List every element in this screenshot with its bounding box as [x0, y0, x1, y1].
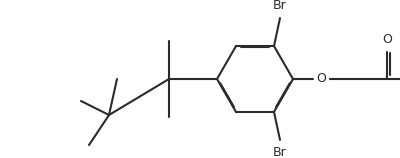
Text: O: O [382, 33, 392, 46]
Text: Br: Br [273, 0, 287, 12]
Text: Br: Br [273, 146, 287, 158]
Text: O: O [316, 73, 326, 85]
